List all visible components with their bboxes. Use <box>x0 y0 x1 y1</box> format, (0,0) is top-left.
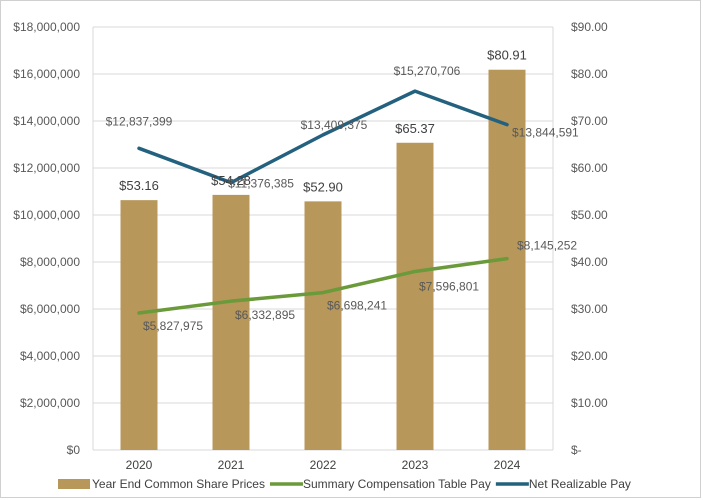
bar-2020 <box>120 200 158 450</box>
point-label-2021: $11,376,385 <box>228 177 294 191</box>
left-axis-tick: $0 <box>67 443 81 457</box>
point-label-2023: $7,596,801 <box>419 279 479 293</box>
left-axis-tick: $2,000,000 <box>20 396 80 410</box>
legend-item[interactable]: Year End Common Share Prices <box>58 477 265 491</box>
legend-label: Net Realizable Pay <box>529 477 631 491</box>
bar-label-2020: $53.16 <box>119 178 159 193</box>
bar-2022 <box>304 201 342 450</box>
right-axis-tick: $90.00 <box>571 20 608 34</box>
x-axis-tick: 2023 <box>402 458 429 472</box>
right-axis-tick: $30.00 <box>571 302 608 316</box>
right-axis-tick: $- <box>571 443 582 457</box>
legend-item[interactable]: Net Realizable Pay <box>495 477 631 491</box>
left-axis-tick: $16,000,000 <box>13 67 80 81</box>
line-series <box>137 89 509 315</box>
point-label-2024: $13,844,591 <box>512 126 579 140</box>
left-axis-tick: $8,000,000 <box>20 255 80 269</box>
right-axis-tick: $20.00 <box>571 349 608 363</box>
line-data-labels: $5,827,975 $6,332,895 $6,698,241 $7,596,801… <box>106 64 579 333</box>
line-net-realizable-pay <box>137 89 509 185</box>
bar-label-2022: $52.90 <box>303 179 343 194</box>
right-axis-tick: $10.00 <box>571 396 608 410</box>
legend-swatch <box>58 479 90 489</box>
left-axis-tick: $14,000,000 <box>13 114 80 128</box>
point-label-2022: $13,409,375 <box>301 118 368 132</box>
line-summary-compensation-table-pay <box>137 256 509 315</box>
point-label-2020: $5,827,975 <box>143 319 203 333</box>
point-label-2023: $15,270,706 <box>394 64 461 78</box>
legend-item[interactable]: Summary Compensation Table Pay <box>269 477 491 491</box>
left-axis-tick: $6,000,000 <box>20 302 80 316</box>
bar-2021 <box>212 194 250 450</box>
left-axis-tick: $18,000,000 <box>13 20 80 34</box>
legend-label: Summary Compensation Table Pay <box>303 477 491 491</box>
x-axis-tick: 2022 <box>310 458 337 472</box>
bar-2023 <box>396 142 434 451</box>
x-axis-ticks: 2020 2021 2022 2023 2024 <box>126 458 521 472</box>
legend: Year End Common Share Prices Summary Comp… <box>58 477 631 491</box>
point-label-2021: $6,332,895 <box>235 308 295 322</box>
bar-label-2023: $65.37 <box>395 121 435 136</box>
right-axis-tick: $80.00 <box>571 67 608 81</box>
right-axis-ticks: $- $10.00 $20.00 $30.00 $40.00 $50.00 $60.00 $7… <box>571 20 608 457</box>
x-axis-tick: 2021 <box>218 458 245 472</box>
right-axis-tick: $60.00 <box>571 161 608 175</box>
right-axis-tick: $50.00 <box>571 208 608 222</box>
bar-label-2024: $80.91 <box>487 48 527 63</box>
right-axis-tick: $70.00 <box>571 114 608 128</box>
legend-label: Year End Common Share Prices <box>92 477 265 491</box>
x-axis-tick: 2020 <box>126 458 153 472</box>
right-axis-tick: $40.00 <box>571 255 608 269</box>
left-axis-tick: $4,000,000 <box>20 349 80 363</box>
left-axis-ticks: $0 $2,000,000 $4,000,000 $6,000,000 $8,000,0… <box>13 20 80 457</box>
left-axis-tick: $12,000,000 <box>13 161 80 175</box>
x-axis-tick: 2024 <box>494 458 521 472</box>
bar-data-labels: $53.16 $54.28 $52.90 $65.37 $80.91 <box>119 48 527 195</box>
point-label-2020: $12,837,399 <box>106 114 173 128</box>
left-axis-tick: $10,000,000 <box>13 208 80 222</box>
bar-label-2021: $54.28 <box>211 173 251 188</box>
point-label-2022: $6,698,241 <box>327 299 387 313</box>
point-label-2024: $8,145,252 <box>517 239 577 253</box>
